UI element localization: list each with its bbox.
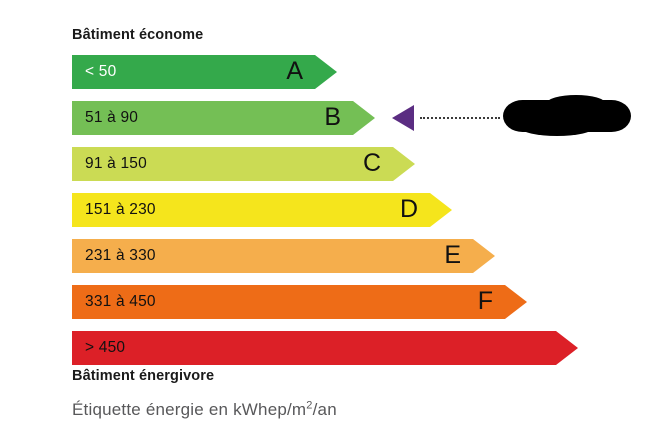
bar-class-letter: D (399, 195, 418, 223)
bar-arrow-shape (72, 55, 337, 89)
bar-arrow-shape (72, 285, 527, 319)
label-unit-caption: Étiquette énergie en kWhep/m2/an (72, 400, 337, 420)
bar-range-text: > 450 (85, 339, 126, 356)
bar-arrow-shape (72, 193, 452, 227)
bar-class-letter: F (477, 287, 493, 315)
energy-class-bar-d: 151 à 230 D (72, 193, 452, 227)
bar-arrow-shape (72, 239, 495, 273)
bar-class-letter: B (324, 103, 341, 131)
bar-range-text: < 50 (85, 63, 117, 80)
bar-range-text: 51 à 90 (85, 109, 139, 126)
bar-class-letter: A (286, 57, 303, 85)
bar-range-text: 91 à 150 (85, 155, 147, 172)
energy-class-bar-b: 51 à 90 B (72, 101, 375, 135)
bar-range-text: 331 à 450 (85, 293, 156, 310)
label-caption-energy-intensive: Bâtiment énergivore (72, 368, 215, 384)
unit-exponent-text: 2 (306, 399, 313, 412)
energy-class-bar-g: > 450 (72, 331, 578, 365)
bar-arrow-shape (72, 147, 415, 181)
bar-range-text: 151 à 230 (85, 201, 156, 218)
energy-class-bar-e: 231 à 330 E (72, 239, 495, 273)
energy-class-bar-c: 91 à 150 C (72, 147, 415, 181)
bar-arrow-shape (72, 101, 375, 135)
unit-prefix-text: Étiquette énergie en kWhep/m (72, 400, 307, 419)
bar-range-text: 231 à 330 (85, 247, 156, 264)
bar-class-letter: C (362, 149, 381, 177)
energy-class-bar-a: < 50 A (72, 55, 337, 89)
energy-class-bar-f: 331 à 450 F (72, 285, 527, 319)
bar-class-letter: E (444, 241, 461, 269)
label-caption-economical: Bâtiment économe (72, 27, 204, 43)
unit-suffix-text: /an (312, 400, 337, 419)
bar-arrow-shape (72, 331, 578, 365)
